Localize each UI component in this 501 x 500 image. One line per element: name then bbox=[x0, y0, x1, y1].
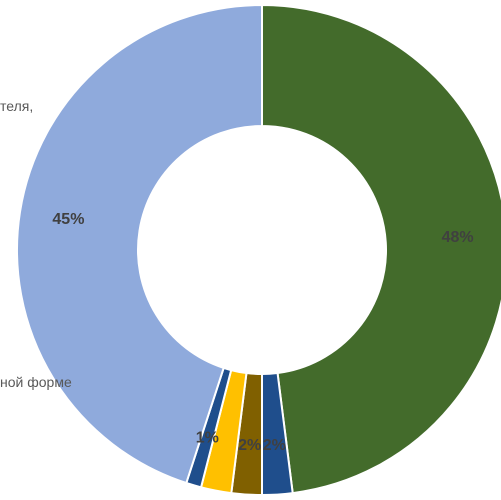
slice-0 bbox=[261, 3, 501, 495]
cut-legend-label-top: теля, bbox=[0, 98, 33, 114]
slice-label-2: 2% bbox=[238, 437, 261, 454]
slice-label-0: 48% bbox=[442, 229, 474, 246]
cut-legend-label-bottom: ной форме bbox=[0, 374, 72, 390]
data-labels-group: 48% 2%2% 1% 45% bbox=[52, 211, 473, 454]
slice-label-4: 1% bbox=[196, 430, 219, 447]
slice-label-5: 45% bbox=[52, 211, 84, 228]
slices-group bbox=[16, 3, 501, 497]
slice-label-1: 2% bbox=[263, 437, 286, 454]
slice-5 bbox=[16, 3, 263, 485]
